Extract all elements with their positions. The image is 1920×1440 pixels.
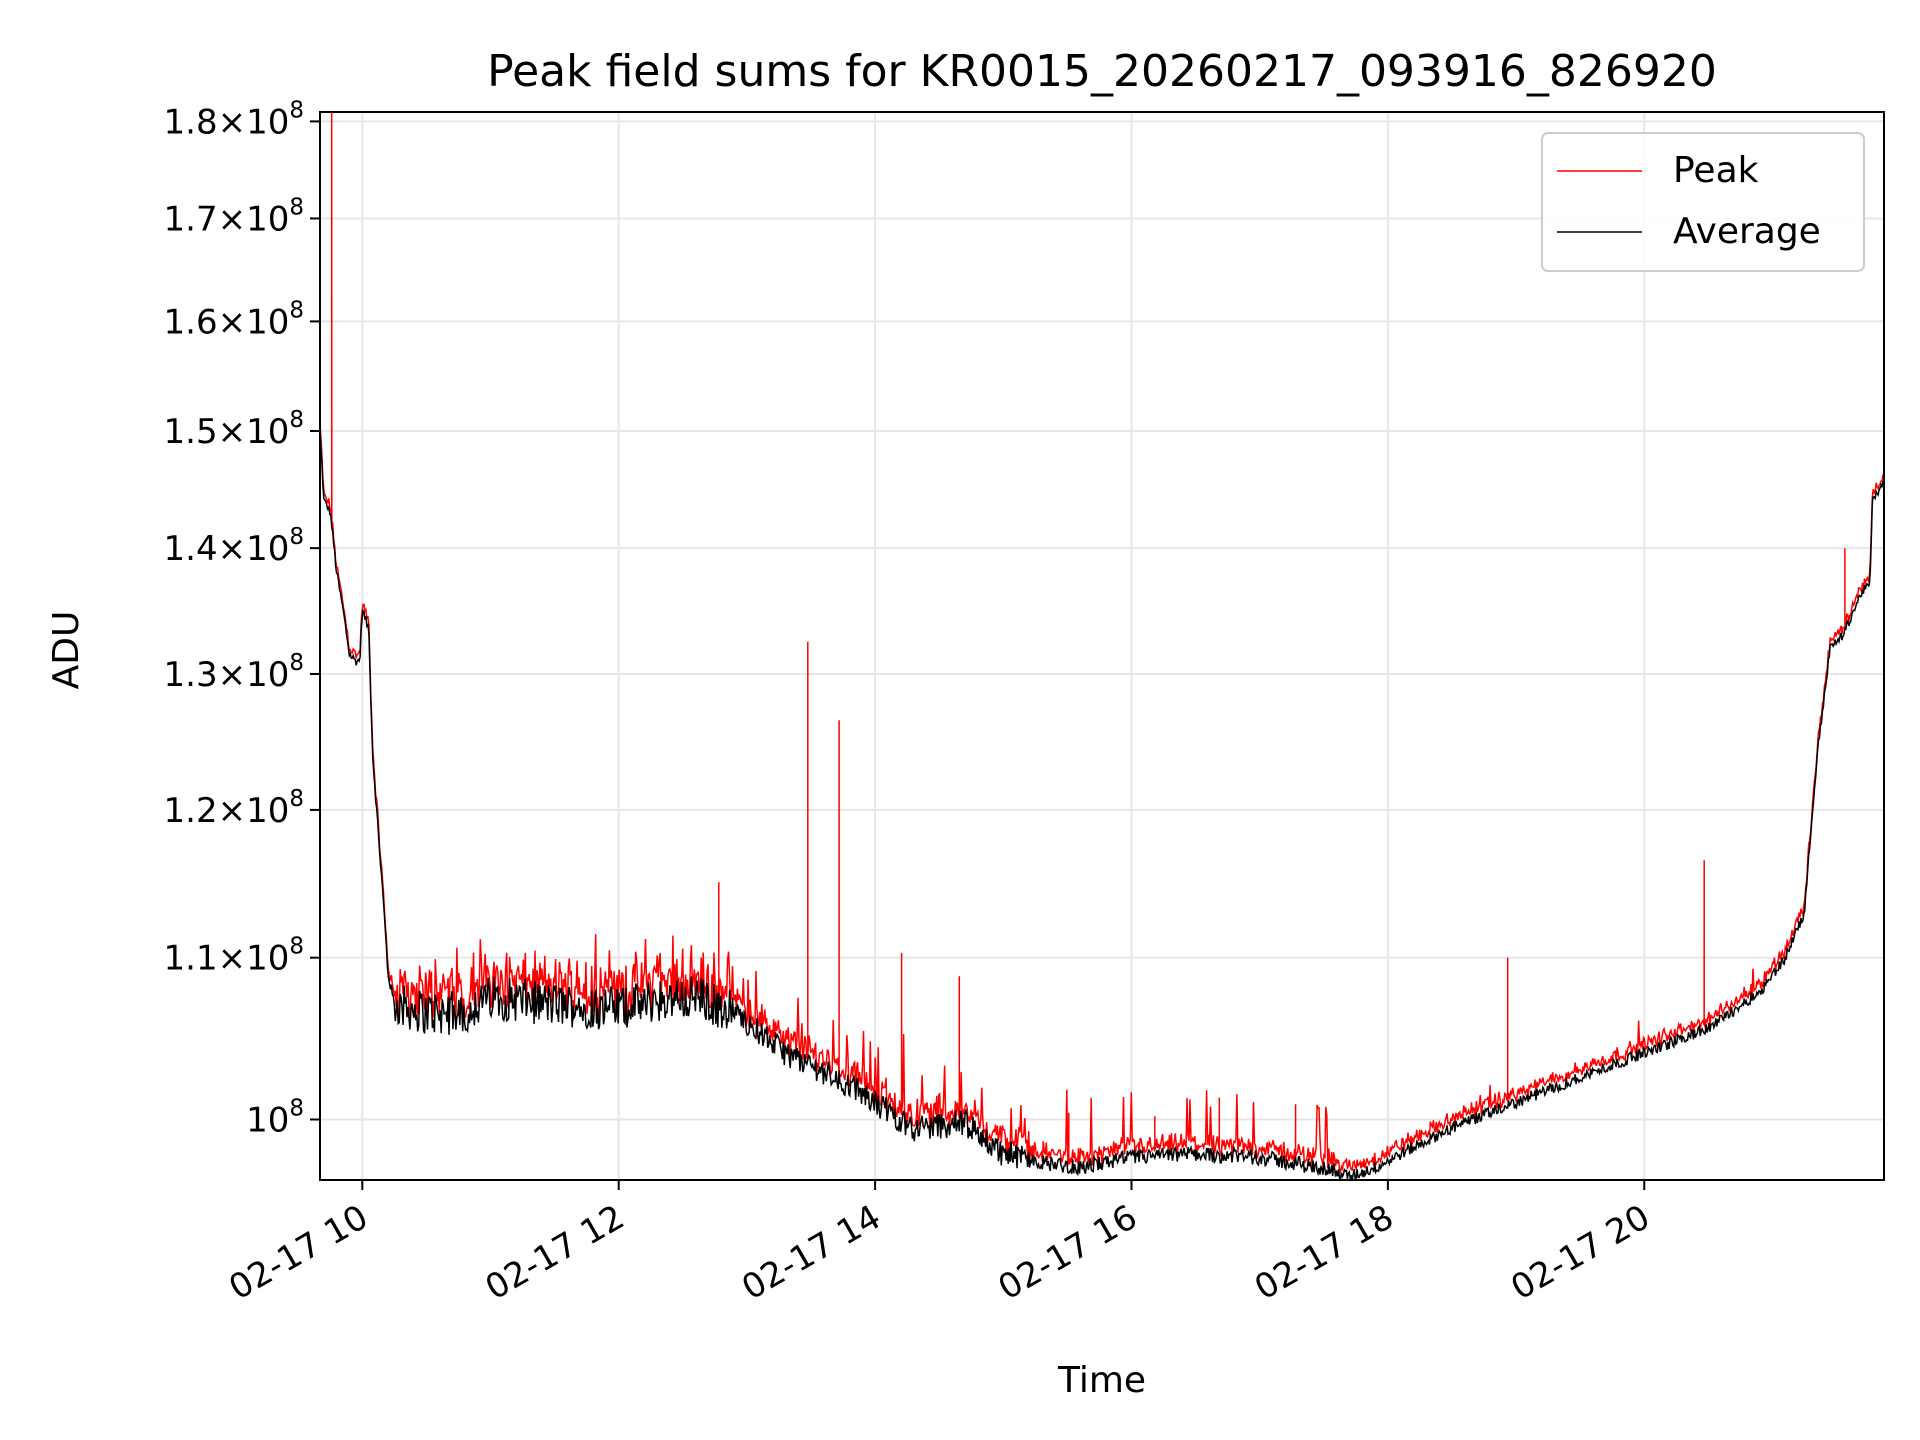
y-tick-mantissa: 1.4 xyxy=(164,529,218,569)
y-tick-mantissa: 1.2 xyxy=(164,791,218,831)
y-tick-mantissa: 1.6 xyxy=(164,302,218,342)
y-axis-ticks: 1081.1×1081.2×1081.3×1081.4×1081.5×1081.… xyxy=(164,97,320,1141)
x-axis-label: Time xyxy=(1057,1360,1146,1401)
y-tick-exponent: 8 xyxy=(289,407,304,433)
y-tick-exponent: 8 xyxy=(289,934,304,960)
y-tick-label: 108 xyxy=(246,1096,304,1141)
legend: Peak Average xyxy=(1541,132,1865,272)
y-tick-mantissa: 1.5 xyxy=(164,412,218,452)
y-tick-exponent: 8 xyxy=(289,297,304,323)
axes-frame xyxy=(319,111,1885,1181)
y-tick-times: ×10 xyxy=(218,529,290,569)
y-tick-exponent: 8 xyxy=(289,786,304,812)
legend-average-label: Average xyxy=(1673,211,1821,252)
series-average-line xyxy=(320,429,1884,1180)
plot-series-group xyxy=(320,112,1884,1180)
y-tick-label: 1.2×108 xyxy=(164,786,304,831)
chart-title: Peak field sums for KR0015_20260217_0939… xyxy=(487,46,1717,97)
y-tick-times: ×10 xyxy=(218,939,290,979)
series-peak-line xyxy=(320,112,1884,1175)
y-tick-label: 1.5×108 xyxy=(164,407,304,452)
y-tick-label: 1.8×108 xyxy=(164,97,304,142)
y-tick-mantissa: 1.8 xyxy=(164,102,218,142)
y-tick-label: 1.3×108 xyxy=(164,650,304,695)
y-tick-times: ×10 xyxy=(218,302,290,342)
y-tick-exponent: 8 xyxy=(289,194,304,220)
y-tick-exponent: 8 xyxy=(289,524,304,550)
y-tick-times: ×10 xyxy=(218,791,290,831)
y-tick-base: 10 xyxy=(246,1101,289,1141)
grid-lines xyxy=(320,112,1884,1180)
legend-box xyxy=(1541,132,1865,272)
y-tick-times: ×10 xyxy=(218,102,290,142)
y-tick-label: 1.7×108 xyxy=(164,194,304,239)
y-tick-mantissa: 1.7 xyxy=(164,199,218,239)
y-tick-times: ×10 xyxy=(218,412,290,452)
y-tick-times: ×10 xyxy=(218,655,290,695)
y-tick-mantissa: 1.3 xyxy=(164,655,218,695)
y-tick-exponent: 8 xyxy=(289,650,304,676)
y-tick-label: 1.1×108 xyxy=(164,934,304,979)
y-tick-mantissa: 1.1 xyxy=(164,939,218,979)
y-tick-exponent: 8 xyxy=(289,97,304,123)
y-tick-times: ×10 xyxy=(218,199,290,239)
y-tick-label: 1.6×108 xyxy=(164,297,304,342)
legend-peak-label: Peak xyxy=(1673,150,1759,191)
y-tick-label: 1.4×108 xyxy=(164,524,304,569)
y-tick-exponent: 8 xyxy=(289,1096,304,1122)
y-axis-label: ADU xyxy=(46,611,87,690)
